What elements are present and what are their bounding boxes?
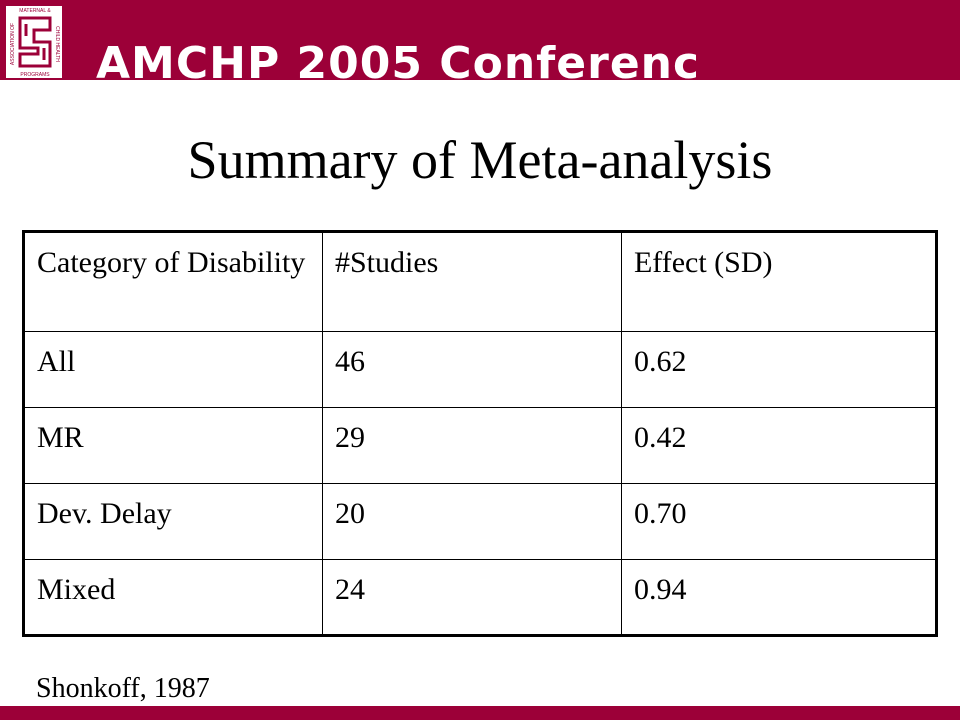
table-cell-category: MR	[23, 407, 323, 484]
table-cell-effect: 0.42	[620, 407, 938, 484]
conference-title: AMCHP 2005 Conference	[96, 38, 696, 80]
table-cell-studies: 29	[321, 407, 622, 484]
meta-analysis-table: Category of Disability #Studies Effect (…	[22, 230, 938, 637]
svg-text:MATERNAL &: MATERNAL &	[19, 8, 51, 14]
table-cell-category: All	[23, 331, 323, 408]
table-cell-effect: 0.94	[620, 559, 938, 636]
svg-text:PROGRAMS: PROGRAMS	[20, 72, 50, 78]
table-row: Dev. Delay 20 0.70	[23, 483, 938, 560]
table-header-row: Category of Disability #Studies Effect (…	[23, 231, 938, 332]
amchp-logo: ASSOCIATION OF CHILD HEALTH MATERNAL & P…	[4, 4, 64, 80]
table-cell-category: Dev. Delay	[23, 483, 323, 560]
svg-text:ASSOCIATION OF: ASSOCIATION OF	[10, 23, 16, 65]
table-cell-studies: 20	[321, 483, 622, 560]
header-cell-studies: #Studies	[321, 231, 622, 332]
table-cell-category: Mixed	[23, 559, 323, 636]
footer-band	[0, 706, 960, 720]
table-row: All 46 0.62	[23, 331, 938, 408]
slide-title: Summary of Meta-analysis	[187, 130, 773, 190]
header-cell-category: Category of Disability	[23, 231, 323, 332]
table-row: MR 29 0.42	[23, 407, 938, 484]
table-cell-effect: 0.70	[620, 483, 938, 560]
table-cell-studies: 46	[321, 331, 622, 408]
table-row: Mixed 24 0.94	[23, 559, 938, 636]
citation: Shonkoff, 1987	[36, 673, 210, 704]
table-cell-effect: 0.62	[620, 331, 938, 408]
svg-text:CHILD HEALTH: CHILD HEALTH	[54, 26, 60, 62]
header-cell-effect: Effect (SD)	[620, 231, 938, 332]
header-band	[0, 0, 960, 80]
table-cell-studies: 24	[321, 559, 622, 636]
